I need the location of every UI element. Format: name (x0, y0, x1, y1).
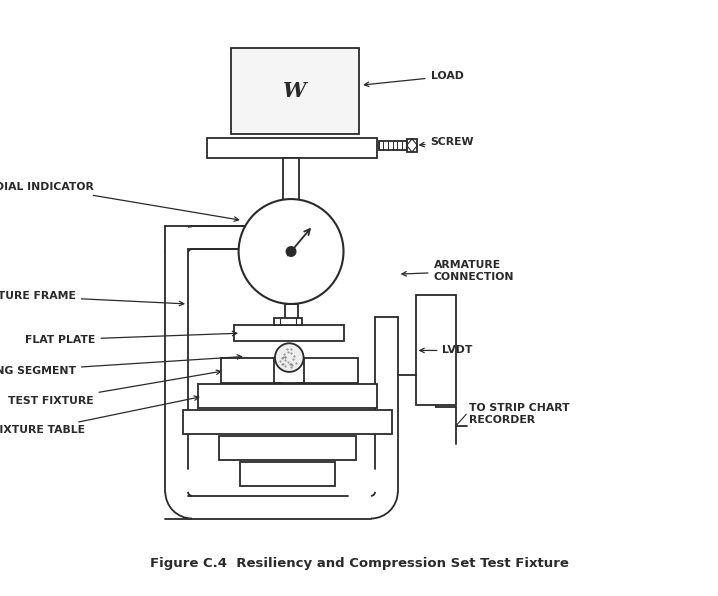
Bar (416, 295, 456, 405)
Text: SCREW: SCREW (420, 137, 474, 147)
Text: LOAD: LOAD (364, 72, 463, 86)
Bar (192, 226, 222, 249)
Bar (284, 304, 298, 325)
Bar (406, 139, 417, 152)
Bar (198, 384, 377, 408)
Text: Figure C.4  Resiliency and Compression Set Test Fixture: Figure C.4 Resiliency and Compression Se… (149, 557, 569, 570)
Bar (165, 226, 188, 492)
Bar (375, 317, 398, 492)
Text: FIXTURE TABLE: FIXTURE TABLE (0, 396, 199, 435)
Text: TO STRIP CHART
RECORDER: TO STRIP CHART RECORDER (470, 403, 570, 425)
Text: FLAT PLATE: FLAT PLATE (25, 331, 237, 344)
Bar (234, 325, 344, 341)
Text: ARMATURE
CONNECTION: ARMATURE CONNECTION (402, 260, 514, 282)
Bar (192, 496, 371, 519)
Bar (207, 138, 377, 158)
Circle shape (286, 247, 296, 256)
Bar (183, 410, 392, 434)
Bar (274, 318, 302, 325)
Text: O-RING SEGMENT: O-RING SEGMENT (0, 355, 241, 375)
Bar (220, 358, 358, 383)
Text: LVDT: LVDT (420, 346, 473, 355)
Circle shape (275, 343, 304, 372)
Bar (378, 141, 406, 150)
Text: FIXTURE FRAME: FIXTURE FRAME (0, 291, 184, 306)
Circle shape (238, 199, 343, 304)
Text: TEST FIXTURE: TEST FIXTURE (8, 370, 221, 405)
Bar (240, 462, 335, 486)
Text: W: W (283, 81, 307, 101)
Bar (219, 436, 356, 460)
Text: DIAL INDICATOR: DIAL INDICATOR (0, 182, 238, 221)
Bar (231, 48, 359, 134)
Bar (283, 158, 299, 215)
